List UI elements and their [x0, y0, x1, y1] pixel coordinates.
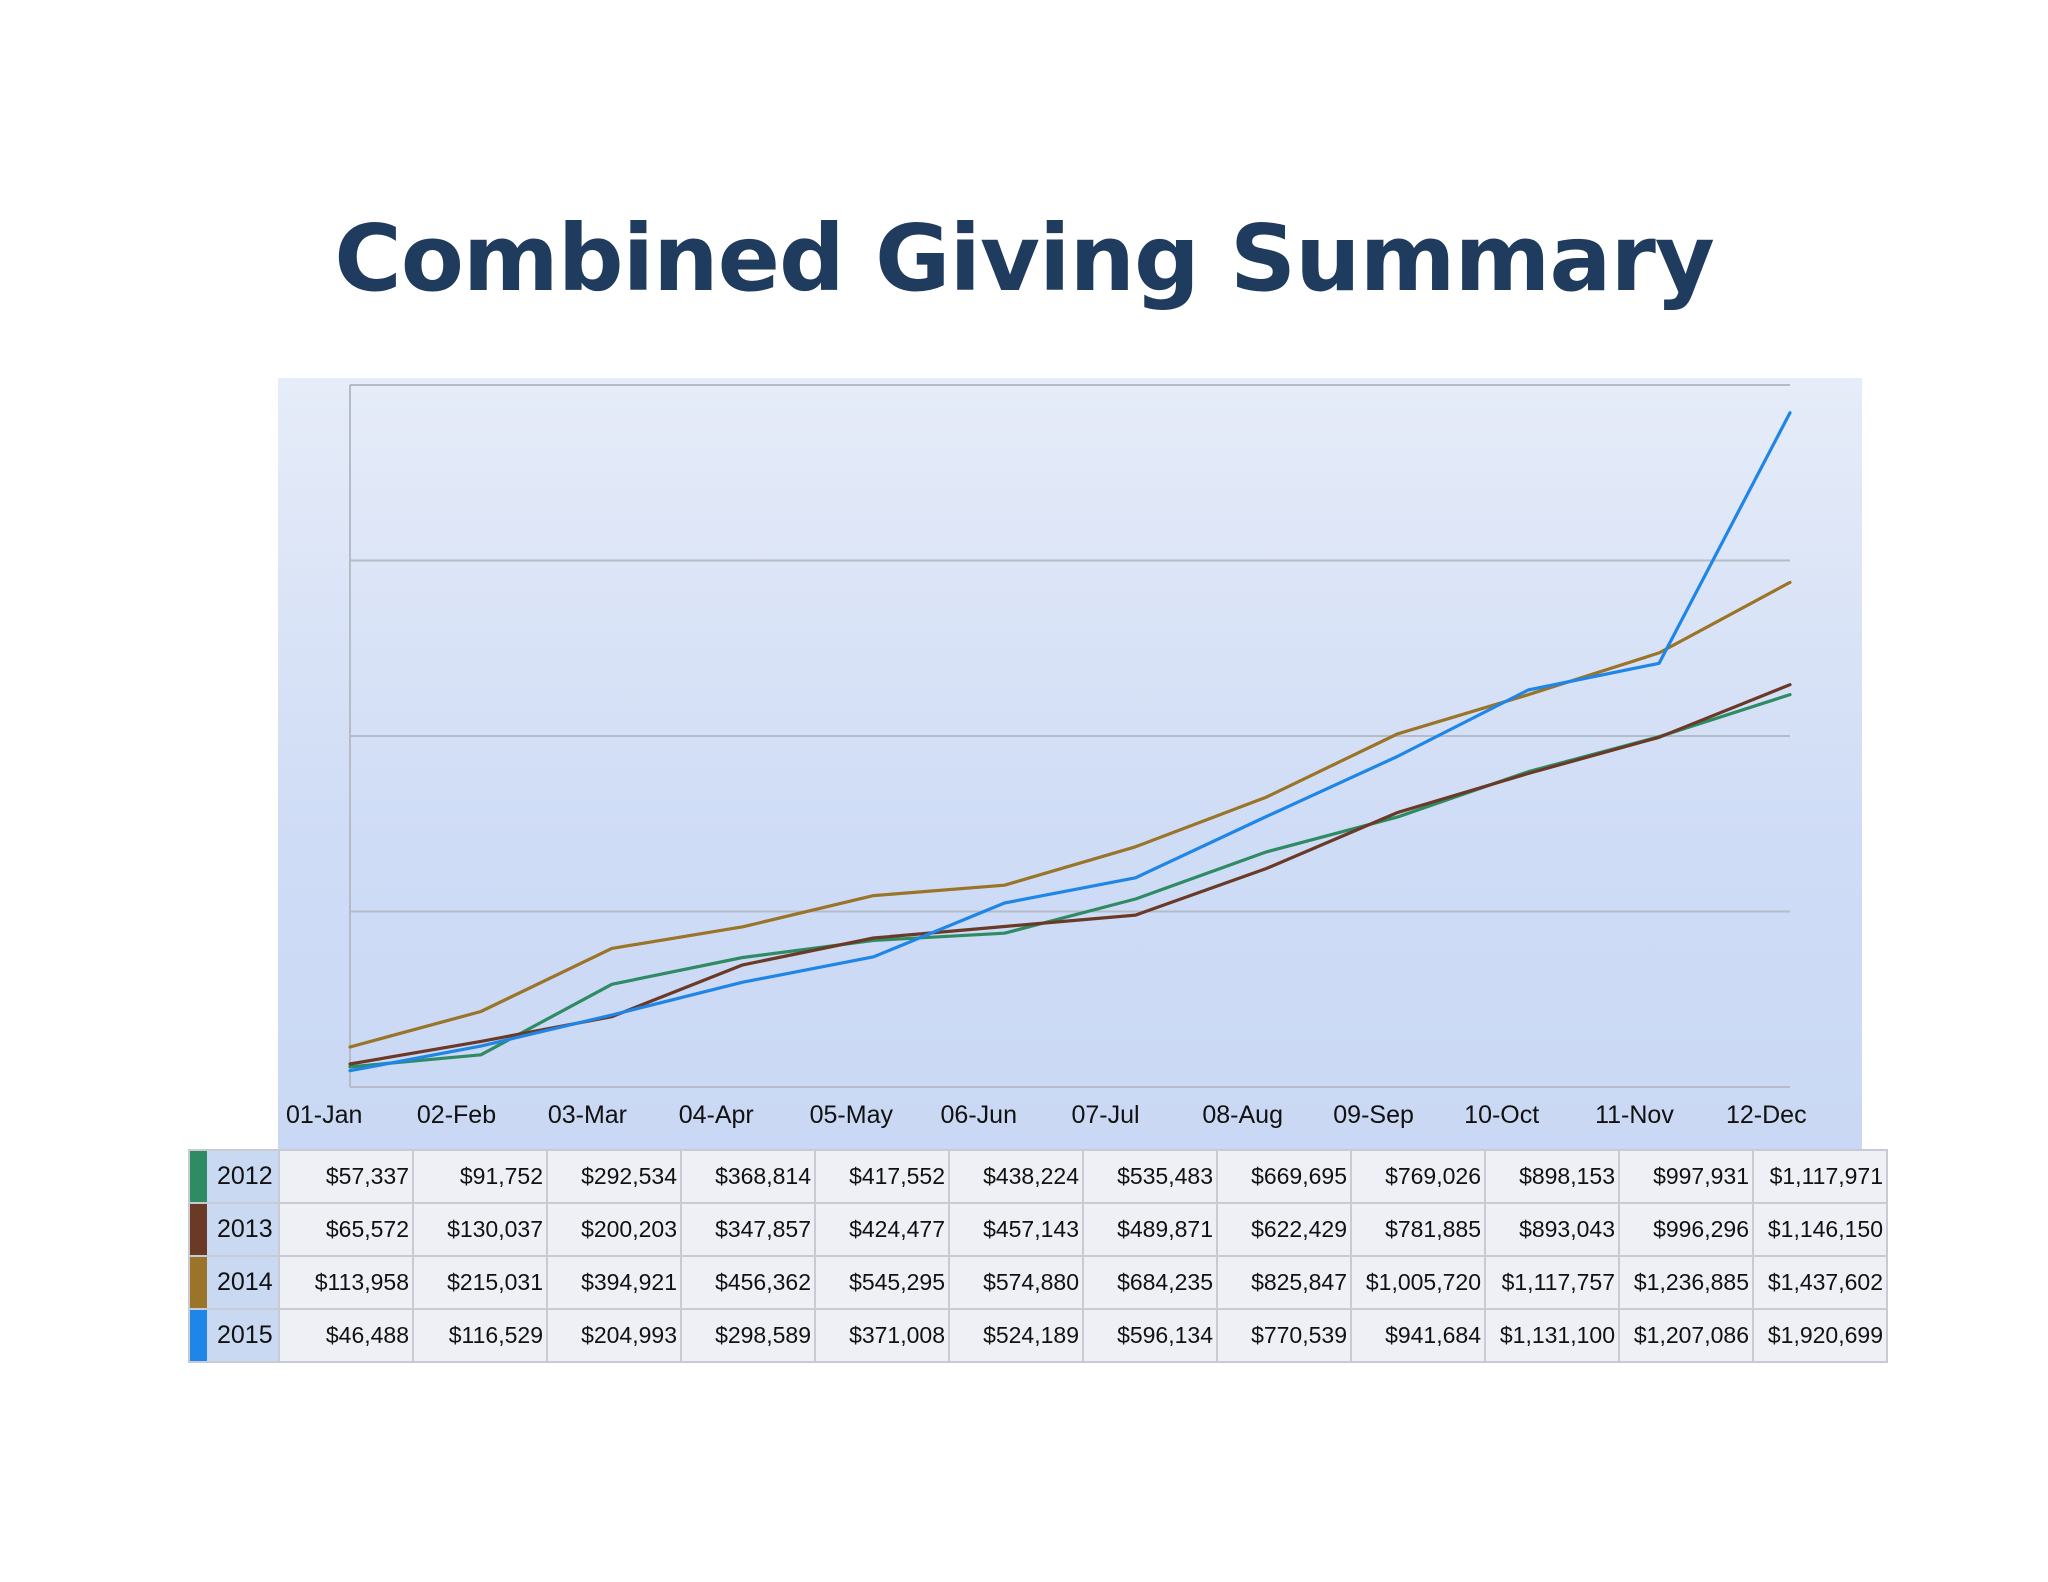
data-label: $65,572 [278, 1202, 414, 1257]
chart-panel: 01-Jan 02-Feb 03-Mar 04-Apr 05-May 06-Jun 07-J… [278, 378, 1862, 1150]
x-tick-label: 09-Sep [1333, 1101, 1414, 1129]
data-label: $1,920,699 [1752, 1308, 1888, 1363]
data-label: $941,684 [1350, 1308, 1486, 1363]
legend-swatch [190, 1257, 207, 1308]
data-label: $893,043 [1484, 1202, 1620, 1257]
data-label: $1,005,720 [1350, 1255, 1486, 1310]
data-label: $684,235 [1082, 1255, 1218, 1310]
data-label: $781,885 [1350, 1202, 1486, 1257]
data-label: $424,477 [814, 1202, 950, 1257]
x-tick-label: 02-Feb [417, 1101, 496, 1129]
data-label: $368,814 [680, 1149, 816, 1204]
x-tick-label: 12-Dec [1726, 1101, 1807, 1129]
data-label: $622,429 [1216, 1202, 1352, 1257]
series-line-2012 [348, 693, 1792, 1069]
data-label: $204,993 [546, 1308, 682, 1363]
data-label: $292,534 [546, 1149, 682, 1204]
data-label: $545,295 [814, 1255, 950, 1310]
data-label: $456,362 [680, 1255, 816, 1310]
data-label: $1,117,757 [1484, 1255, 1620, 1310]
data-label: $116,529 [412, 1308, 548, 1363]
data-label: $535,483 [1082, 1149, 1218, 1204]
data-label: $46,488 [278, 1308, 414, 1363]
series-legend-cell: 2014 [188, 1255, 280, 1310]
x-tick-label: 06-Jun [941, 1101, 1017, 1129]
data-label: $1,207,086 [1618, 1308, 1754, 1363]
data-label: $825,847 [1216, 1255, 1352, 1310]
x-tick-label: 11-Nov [1595, 1101, 1674, 1129]
page-title: Combined Giving Summary [334, 205, 1715, 312]
data-label: $524,189 [948, 1308, 1084, 1363]
series-line-2014 [348, 580, 1792, 1049]
table-row: 2015 $46,488 $116,529 $204,993 $298,589 $371,… [188, 1308, 1888, 1363]
data-label: $996,296 [1618, 1202, 1754, 1257]
x-tick-label: 05-May [810, 1101, 894, 1129]
legend-swatch [190, 1204, 207, 1255]
data-label: $769,026 [1350, 1149, 1486, 1204]
data-label: $394,921 [546, 1255, 682, 1310]
data-label: $898,153 [1484, 1149, 1620, 1204]
data-label: $574,880 [948, 1255, 1084, 1310]
data-label: $1,117,971 [1752, 1149, 1888, 1204]
x-tick-label: 01-Jan [286, 1101, 362, 1129]
x-tick-label: 04-Apr [679, 1101, 754, 1129]
data-label: $113,958 [278, 1255, 414, 1310]
data-label: $1,236,885 [1618, 1255, 1754, 1310]
data-label: $596,134 [1082, 1308, 1218, 1363]
x-tick-label: 10-Oct [1464, 1101, 1539, 1129]
series-legend-cell: 2013 [188, 1202, 280, 1257]
data-label: $371,008 [814, 1308, 950, 1363]
legend-label: 2014 [217, 1268, 273, 1296]
data-label: $347,857 [680, 1202, 816, 1257]
data-label: $130,037 [412, 1202, 548, 1257]
legend-label: 2015 [217, 1321, 273, 1349]
data-label: $1,146,150 [1752, 1202, 1888, 1257]
data-label: $1,131,100 [1484, 1308, 1620, 1363]
legend-swatch [190, 1310, 207, 1361]
series-legend-cell: 2015 [188, 1308, 280, 1363]
legend-swatch [190, 1151, 207, 1202]
data-table: 2012 $57,337 $91,752 $292,534 $368,814 $417,5… [188, 1149, 1888, 1363]
line-chart: 01-Jan 02-Feb 03-Mar 04-Apr 05-May 06-Jun 07-J… [286, 384, 1807, 1129]
table-row: 2012 $57,337 $91,752 $292,534 $368,814 $417,5… [188, 1149, 1888, 1204]
table-row: 2013 $65,572 $130,037 $200,203 $347,857 $424,… [188, 1202, 1888, 1257]
data-label: $200,203 [546, 1202, 682, 1257]
data-label: $438,224 [948, 1149, 1084, 1204]
table-row: 2014 $113,958 $215,031 $394,921 $456,362 $545… [188, 1255, 1888, 1310]
data-label: $417,552 [814, 1149, 950, 1204]
data-label: $1,437,602 [1752, 1255, 1888, 1310]
data-label: $457,143 [948, 1202, 1084, 1257]
data-label: $997,931 [1618, 1149, 1754, 1204]
data-label: $298,589 [680, 1308, 816, 1363]
series-line-2013 [348, 683, 1792, 1066]
x-tick-label: 07-Jul [1071, 1101, 1139, 1129]
series-legend-cell: 2012 [188, 1149, 280, 1204]
data-label: $215,031 [412, 1255, 548, 1310]
data-label: $669,695 [1216, 1149, 1352, 1204]
x-tick-label: 08-Aug [1202, 1101, 1283, 1129]
series-line-2015 [348, 411, 1792, 1073]
legend-label: 2013 [217, 1215, 273, 1243]
data-label: $91,752 [412, 1149, 548, 1204]
data-label: $57,337 [278, 1149, 414, 1204]
data-label: $489,871 [1082, 1202, 1218, 1257]
legend-label: 2012 [217, 1162, 273, 1190]
x-tick-label: 03-Mar [548, 1101, 627, 1129]
data-label: $770,539 [1216, 1308, 1352, 1363]
